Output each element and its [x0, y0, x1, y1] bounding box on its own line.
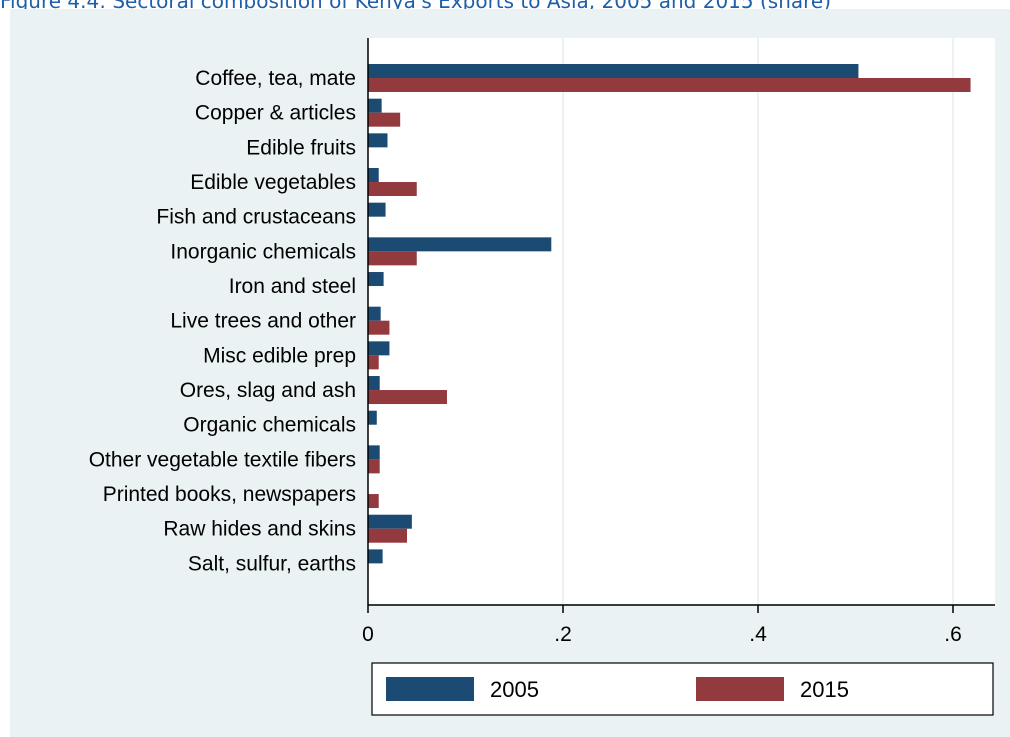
category-label: Edible vegetables — [190, 171, 356, 194]
bar-2015 — [368, 528, 407, 543]
bar-2005 — [368, 341, 390, 356]
legend-label-2015: 2015 — [800, 677, 849, 702]
bar-2005 — [368, 168, 379, 183]
bar-2005 — [368, 549, 383, 564]
legend-label-2005: 2005 — [490, 677, 539, 702]
bar-2015 — [368, 78, 971, 92]
category-label: Organic chemicals — [183, 414, 356, 437]
bar-2005 — [368, 272, 384, 287]
bar-2015 — [368, 494, 379, 509]
category-label: Raw hides and skins — [163, 518, 356, 541]
legend-box — [371, 662, 994, 716]
category-label: Fish and crustaceans — [156, 206, 356, 229]
bar-2005 — [368, 410, 377, 425]
category-labels: Coffee, tea, mate Copper & articles Edible… — [89, 67, 356, 575]
bar-2015 — [368, 320, 390, 335]
category-label: Printed books, newspapers — [103, 483, 356, 506]
category-label: Edible fruits — [246, 136, 356, 159]
legend-swatch-2015 — [696, 677, 784, 701]
category-label: Live trees and other — [170, 310, 356, 333]
x-axis-ticks: 0 .2 .4 .6 — [362, 605, 962, 646]
bar-2005 — [368, 445, 380, 460]
category-label: Copper & articles — [195, 102, 356, 125]
x-tick-label: .2 — [554, 623, 572, 646]
bar-2015 — [368, 182, 417, 197]
category-label: Ores, slag and ash — [180, 379, 356, 402]
bar-2005 — [368, 306, 381, 321]
category-label: Coffee, tea, mate — [195, 67, 356, 90]
bars — [368, 64, 971, 564]
x-tick-label: .4 — [749, 623, 767, 646]
category-label: Salt, sulfur, earths — [188, 552, 356, 575]
category-label: Iron and steel — [229, 275, 356, 298]
bar-2015 — [368, 355, 379, 370]
x-tick-label: .6 — [944, 623, 962, 646]
bar-2005 — [368, 133, 388, 148]
plot-area — [368, 38, 995, 604]
bar-2015 — [368, 459, 380, 474]
legend-swatch-2005 — [386, 677, 474, 701]
bar-2005 — [368, 202, 386, 217]
category-label: Inorganic chemicals — [170, 240, 356, 263]
grid-lines — [562, 38, 954, 605]
x-tick-label: 0 — [362, 623, 374, 646]
legend: 2005 2015 — [371, 662, 994, 716]
bar-2015 — [368, 112, 401, 127]
bar-2015 — [368, 251, 417, 266]
bar-2005 — [368, 514, 412, 529]
bar-2015 — [368, 390, 447, 405]
category-label: Misc edible prep — [203, 344, 356, 367]
bar-2005 — [368, 376, 380, 391]
bar-2005 — [368, 64, 859, 78]
bar-2005 — [368, 98, 382, 113]
category-label: Other vegetable textile fibers — [89, 448, 356, 471]
bar-2005 — [368, 237, 552, 252]
